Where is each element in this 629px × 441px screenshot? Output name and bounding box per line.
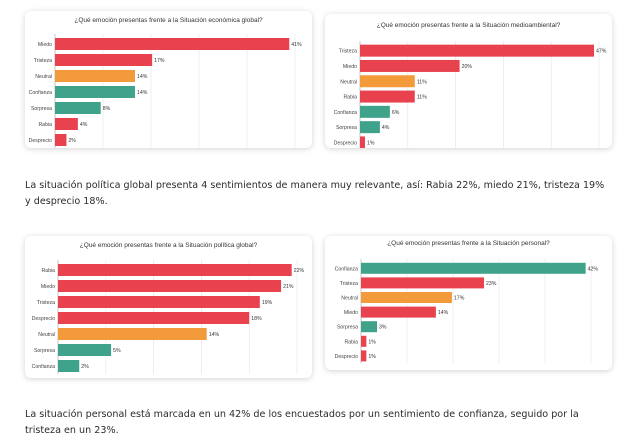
category-label: Miedo bbox=[41, 284, 55, 290]
chart-title: ¿Qué emoción presentas frente a la Situa… bbox=[79, 242, 258, 249]
value-label: 1% bbox=[368, 339, 376, 345]
category-label: Neutral bbox=[35, 74, 52, 80]
bar bbox=[58, 264, 292, 276]
bar bbox=[360, 105, 390, 118]
category-label: Miedo bbox=[343, 64, 357, 70]
bar bbox=[58, 296, 260, 308]
category-label: Tristeza bbox=[34, 58, 52, 64]
chart-title: ¿Qué emoción presentas frente a la Situa… bbox=[376, 22, 561, 29]
category-label: Tristeza bbox=[340, 281, 358, 287]
value-label: 11% bbox=[417, 79, 427, 85]
bar bbox=[55, 134, 67, 146]
category-label: Desprecio bbox=[334, 140, 357, 146]
value-label: 14% bbox=[137, 90, 148, 96]
bar bbox=[58, 280, 282, 292]
bar bbox=[361, 350, 367, 362]
value-label: 17% bbox=[454, 296, 465, 302]
value-label: 8% bbox=[103, 106, 111, 112]
category-label: Rabia bbox=[344, 339, 358, 345]
chart-title: ¿Qué emoción presentas frente a la Situa… bbox=[74, 17, 263, 24]
value-label: 41% bbox=[291, 42, 302, 48]
value-label: 5% bbox=[113, 348, 121, 354]
value-label: 6% bbox=[392, 110, 400, 116]
category-label: Confianza bbox=[32, 364, 55, 370]
category-label: Tristeza bbox=[339, 49, 357, 55]
category-label: Desprecio bbox=[335, 354, 358, 360]
bar bbox=[55, 118, 78, 130]
category-label: Neutral bbox=[340, 79, 357, 85]
bar bbox=[55, 54, 153, 66]
value-label: 2% bbox=[81, 364, 89, 370]
chart-card-economica: ¿Qué emoción presentas frente a la Situa… bbox=[25, 11, 312, 148]
bar bbox=[361, 335, 367, 347]
category-label: Sorpresa bbox=[336, 125, 357, 131]
value-label: 11% bbox=[417, 95, 427, 101]
category-label: Desprecio bbox=[29, 138, 52, 144]
value-label: 14% bbox=[438, 310, 449, 316]
value-label: 47% bbox=[596, 49, 607, 55]
value-label: 19% bbox=[262, 300, 273, 306]
category-label: Neutral bbox=[38, 332, 55, 338]
category-label: Confianza bbox=[335, 266, 358, 272]
value-label: 3% bbox=[379, 325, 387, 331]
bar bbox=[360, 59, 460, 72]
bar bbox=[361, 262, 586, 274]
bar bbox=[361, 277, 485, 289]
value-label: 2% bbox=[68, 138, 76, 144]
bar bbox=[361, 292, 452, 303]
bar bbox=[360, 75, 415, 88]
paragraph-personal: La situación personal está marcada en un… bbox=[25, 409, 579, 436]
chart-card-personal: ¿Qué emoción presentas frente a la Situa… bbox=[325, 236, 612, 370]
chart-svg: Confianza 42% Tristeza 23% Neutral 17% Miedo 14… bbox=[335, 259, 599, 364]
category-label: Confianza bbox=[29, 90, 52, 96]
bar bbox=[360, 121, 380, 134]
chart-title: ¿Qué emoción presentas frente a la Situa… bbox=[387, 240, 550, 247]
value-label: 18% bbox=[251, 316, 262, 322]
category-label: Tristeza bbox=[37, 300, 55, 306]
bar bbox=[55, 86, 135, 98]
chart-svg: Rabia 22% Miedo 21% Tristeza 19% Desprecio 18% N… bbox=[32, 260, 305, 374]
category-label: Neutral bbox=[341, 296, 358, 302]
value-label: 21% bbox=[283, 284, 294, 290]
bar bbox=[58, 344, 112, 356]
value-label: 22% bbox=[294, 268, 305, 274]
value-label: 4% bbox=[80, 122, 88, 128]
bar bbox=[55, 102, 101, 114]
bar bbox=[58, 328, 207, 340]
value-label: 14% bbox=[137, 74, 148, 80]
category-label: Rabia bbox=[41, 268, 55, 274]
bar bbox=[55, 38, 290, 50]
category-label: Confianza bbox=[334, 110, 357, 116]
bar bbox=[361, 306, 436, 318]
value-label: 20% bbox=[462, 64, 473, 70]
category-label: Miedo bbox=[38, 42, 52, 48]
value-label: 17% bbox=[154, 58, 165, 64]
value-label: 42% bbox=[588, 266, 599, 272]
category-label: Sorpresa bbox=[34, 348, 55, 354]
chart-card-medioambiental: ¿Qué emoción presentas frente a la Situa… bbox=[325, 14, 612, 148]
chart-svg: Tristeza 47% Miedo 20% Neutral 11% Rabia 11% Con… bbox=[334, 41, 607, 148]
category-label: Desprecio bbox=[32, 316, 55, 322]
value-label: 14% bbox=[209, 332, 220, 338]
bar bbox=[361, 321, 378, 333]
bar bbox=[58, 360, 80, 372]
value-label: 1% bbox=[368, 354, 376, 360]
value-label: 4% bbox=[382, 125, 390, 131]
bar bbox=[360, 44, 595, 57]
paragraph-politica: La situación política global presenta 4 … bbox=[25, 180, 605, 207]
bar bbox=[58, 312, 250, 324]
bar bbox=[360, 90, 415, 103]
bar bbox=[360, 136, 365, 148]
bar bbox=[55, 70, 135, 82]
category-label: Sorpresa bbox=[337, 325, 358, 331]
chart-card-politica: ¿Qué emoción presentas frente a la Situa… bbox=[25, 236, 312, 378]
category-label: Rabia bbox=[343, 95, 357, 101]
value-label: 1% bbox=[367, 140, 375, 146]
category-label: Miedo bbox=[344, 310, 358, 316]
category-label: Rabia bbox=[38, 122, 52, 128]
category-label: Sorpresa bbox=[31, 106, 52, 112]
chart-svg: Miedo 41% Tristeza 17% Neutral 14% Confianza 14… bbox=[29, 34, 302, 148]
value-label: 23% bbox=[486, 281, 497, 287]
